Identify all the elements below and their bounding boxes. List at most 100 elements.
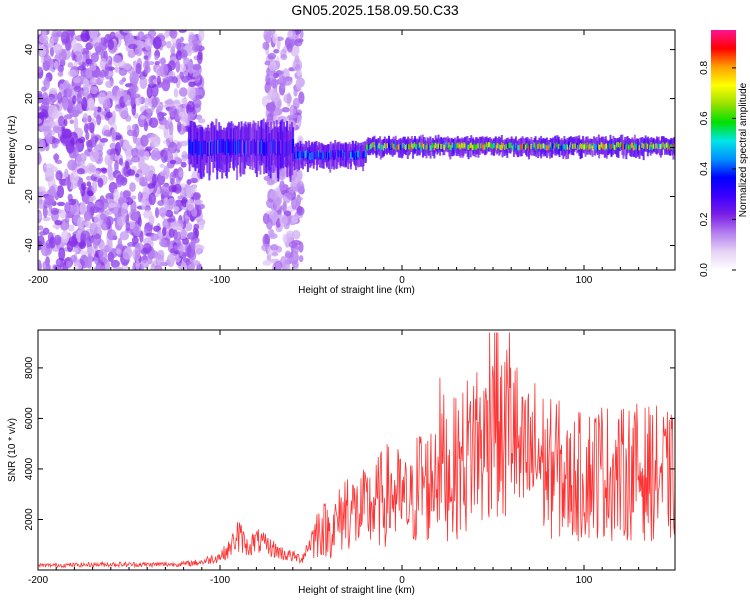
spectrogram-cell	[407, 143, 410, 149]
spectrogram-cell	[580, 144, 583, 150]
spectrogram-cell	[346, 150, 349, 157]
spectrogram-cell	[40, 101, 50, 112]
spectrogram-cell	[188, 34, 197, 47]
spectrogram-cell	[117, 237, 123, 252]
colorbar-gradient	[711, 30, 736, 270]
spectrogram-cell	[121, 77, 127, 83]
spectrogram-cell	[144, 37, 153, 51]
spectrogram-cell	[51, 143, 57, 149]
spectrogram-cell	[572, 143, 575, 149]
spectrogram-cell	[476, 144, 479, 150]
spectrogram-cell	[113, 266, 124, 270]
spectrogram-cell	[271, 171, 278, 181]
spectrogram-cell	[154, 207, 160, 219]
spectrogram-cell	[45, 195, 55, 206]
spectrogram-cell	[56, 201, 66, 207]
spectrogram-cell	[445, 142, 448, 148]
spectrogram-cell	[578, 144, 581, 150]
spectrogram-cell	[417, 144, 420, 150]
spectrogram-cell	[98, 248, 108, 262]
spectrogram-cell	[284, 250, 291, 260]
spectrogram-xtick-label: -100	[210, 275, 230, 286]
spectrogram-cell	[230, 121, 233, 158]
spectrogram-cell	[268, 142, 271, 157]
spectrogram-cell	[499, 137, 502, 153]
spectrogram-cell	[269, 190, 278, 200]
spectrogram-cell	[246, 140, 249, 155]
spectrogram-cell	[190, 238, 196, 251]
spectrogram-cell	[76, 91, 82, 105]
spectrogram-cell	[164, 209, 174, 218]
spectrogram-cell	[104, 63, 109, 77]
spectrogram-cell	[115, 142, 122, 156]
spectrogram-cell	[130, 147, 140, 158]
spectrogram-cell	[122, 190, 131, 199]
spectrogram-cell	[101, 111, 107, 116]
spectrogram-cell	[408, 144, 411, 150]
spectrogram-cell	[574, 143, 577, 149]
spectrogram-cell	[187, 61, 195, 74]
spectrogram-cell	[295, 196, 304, 201]
spectrogram-cell	[118, 158, 124, 166]
spectrogram-cell	[633, 134, 636, 148]
spectrogram-cell	[67, 224, 75, 232]
spectrogram-cell	[597, 134, 600, 147]
spectrogram-cell	[295, 169, 303, 182]
spectrogram-cell	[390, 144, 393, 150]
spectrogram-cell	[422, 144, 425, 150]
spectrogram-cell	[140, 134, 149, 147]
spectrogram-cell	[304, 150, 307, 158]
spectrogram-cell	[86, 181, 92, 187]
spectrogram-cell	[61, 230, 70, 244]
spectrogram-cell	[279, 214, 288, 227]
spectrogram-cell	[38, 185, 46, 192]
spectrogram-cell	[110, 153, 116, 161]
spectrogram-cell	[103, 129, 112, 137]
spectrogram-cell	[127, 49, 136, 59]
spectrogram-cell	[449, 141, 452, 160]
spectrogram-cell	[264, 60, 271, 66]
spectrogram-cell	[160, 57, 167, 66]
spectrogram-cell	[159, 163, 165, 169]
spectrogram-cell	[80, 230, 91, 241]
spectrogram-cell	[201, 142, 204, 156]
spectrogram-cell	[69, 109, 80, 117]
spectrogram-cell	[288, 241, 298, 249]
spectrogram-cell	[567, 142, 570, 148]
spectrogram-cell	[212, 141, 215, 156]
spectrogram-cell	[298, 91, 305, 105]
spectrogram-cell	[272, 33, 279, 44]
spectrogram-cell	[189, 177, 198, 183]
spectrogram-cell	[186, 199, 195, 211]
spectrogram-cell	[257, 139, 260, 154]
spectrogram-cell	[131, 85, 136, 99]
spectrogram-cell	[291, 260, 299, 269]
spectrogram-cell	[175, 50, 183, 61]
spectrogram-cell	[477, 143, 480, 149]
spectrogram-cell	[277, 142, 280, 157]
spectrogram-cell	[544, 144, 547, 150]
spectrogram-cell	[296, 147, 299, 172]
spectrogram-cell	[168, 75, 174, 82]
spectrogram-cell	[517, 145, 520, 151]
spectrogram-cell	[125, 197, 134, 206]
spectrogram-cell	[289, 104, 295, 117]
spectrogram-cell	[139, 40, 146, 47]
spectrogram-cell	[563, 144, 566, 150]
spectrogram-cell	[292, 249, 299, 261]
spectrogram-cell	[168, 132, 174, 142]
spectrogram-cell	[108, 175, 115, 181]
spectrogram-cell	[198, 220, 205, 231]
spectrogram-cell	[535, 145, 538, 151]
spectrogram-cell	[278, 71, 284, 84]
spectrogram-cell	[38, 112, 47, 119]
spectrogram-cell	[373, 142, 376, 148]
spectrogram-cell	[198, 141, 201, 155]
spectrogram-cell	[623, 143, 626, 149]
spectrogram-cell	[196, 52, 203, 65]
spectrogram-cell	[583, 144, 586, 150]
spectrogram-cell	[223, 141, 226, 155]
spectrogram-cell	[589, 143, 592, 149]
spectrogram-cell	[179, 243, 184, 256]
spectrogram-cell	[177, 219, 184, 225]
